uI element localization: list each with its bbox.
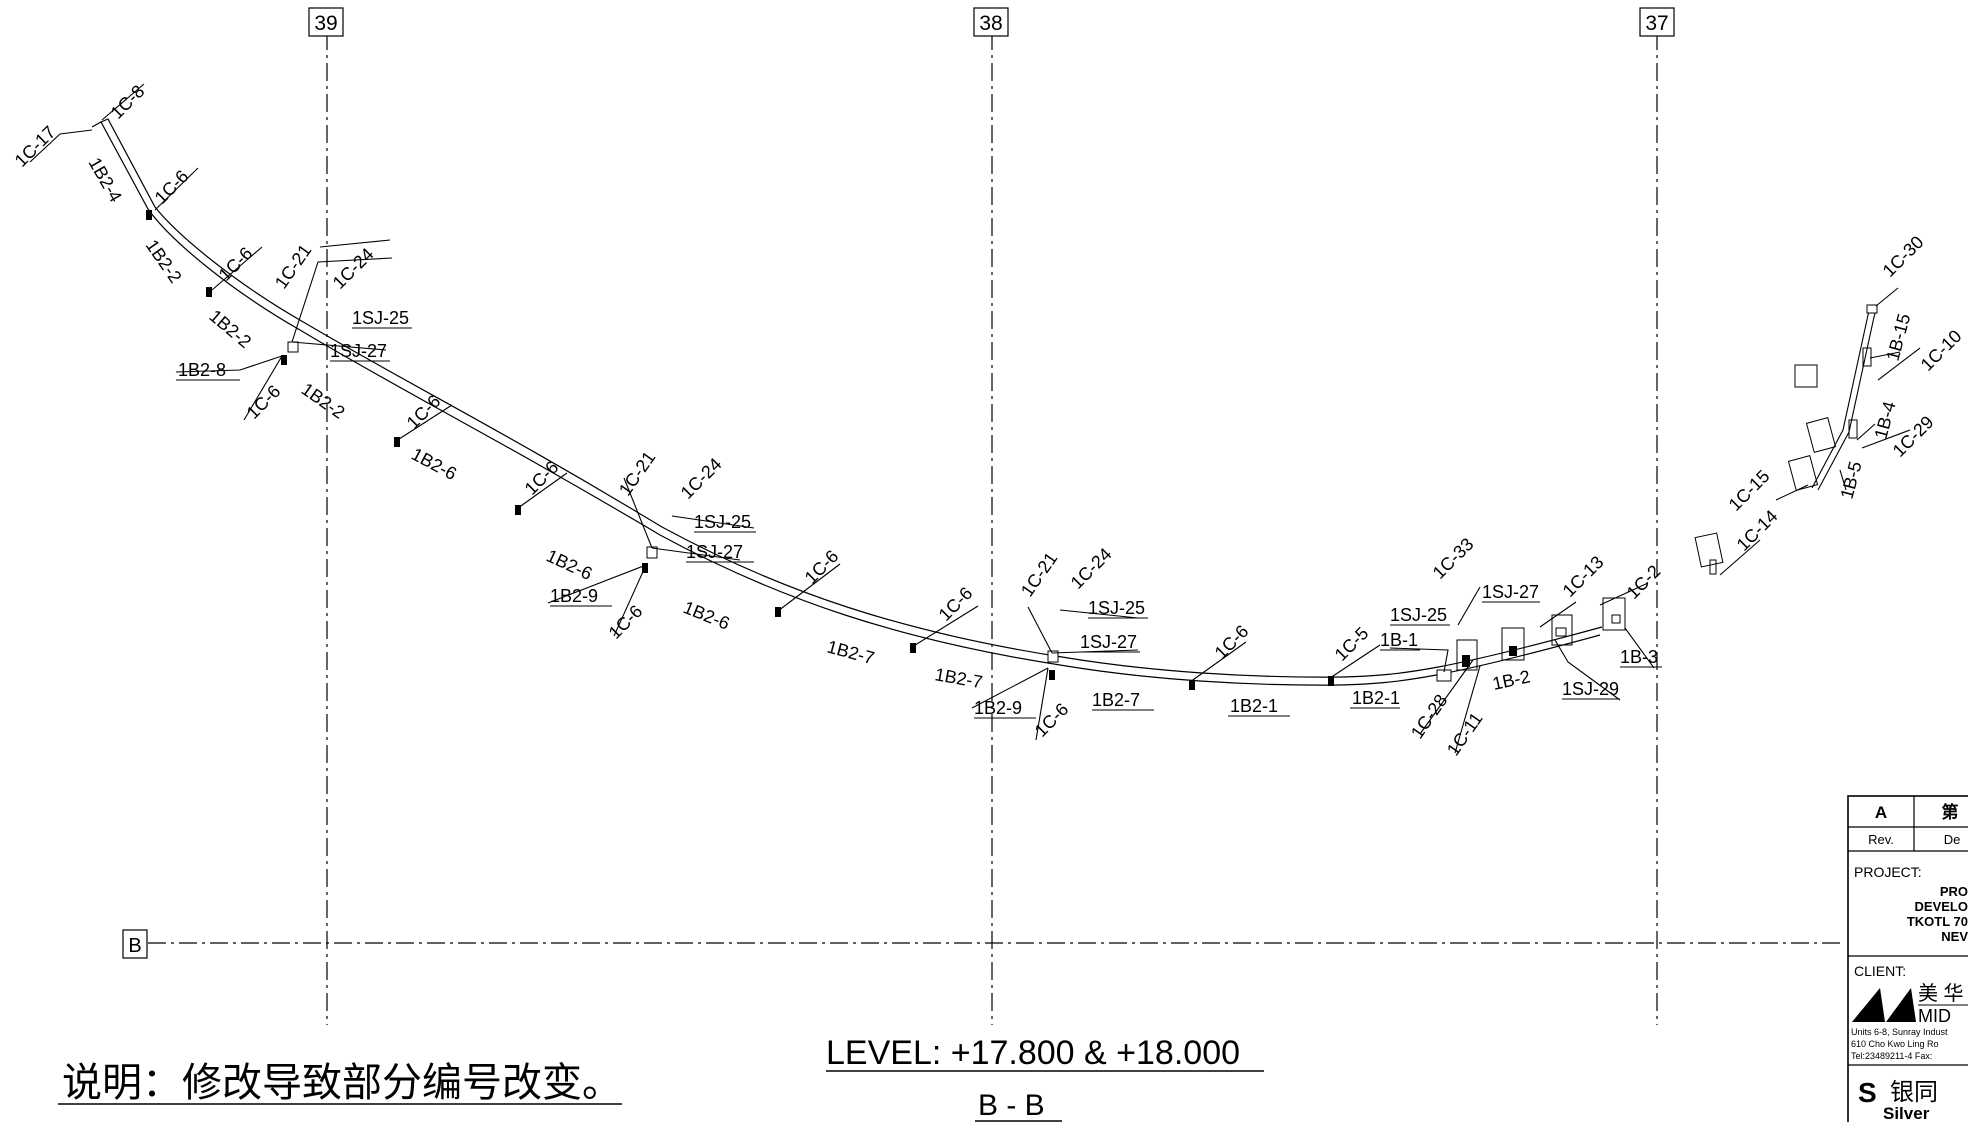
end-brackets bbox=[1456, 304, 1878, 671]
label-1b2-6-a: 1B2-6 bbox=[408, 444, 460, 484]
label-1c-11: 1C-11 bbox=[1443, 709, 1487, 760]
label-1c-24-a: 1C-24 bbox=[329, 244, 378, 293]
label-1c-30: 1C-30 bbox=[1879, 232, 1928, 281]
label-1c-2: 1C-2 bbox=[1623, 561, 1665, 603]
label-1b2-1-b: 1B2-1 bbox=[1352, 688, 1400, 708]
client-name-cn: 美 华 bbox=[1918, 982, 1964, 1005]
label-underlines bbox=[176, 327, 1662, 719]
company-logo-icon: S bbox=[1858, 1077, 1877, 1108]
label-1b2-9-a: 1B2-9 bbox=[550, 586, 598, 606]
label-1sj-27-a: 1SJ-27 bbox=[330, 341, 387, 361]
desc-label: De bbox=[1944, 832, 1961, 847]
svg-text:39: 39 bbox=[314, 12, 337, 35]
grid-marker-b: B bbox=[122, 929, 148, 959]
label-1sj-27-b: 1SJ-27 bbox=[686, 542, 743, 562]
label-1c-13: 1C-13 bbox=[1559, 552, 1608, 601]
level-text: LEVEL: +17.800 & +18.000 bbox=[826, 1034, 1240, 1072]
client-address-2: 610 Cho Kwo Ling Ro bbox=[1851, 1039, 1939, 1049]
label-1b-5: 1B-5 bbox=[1837, 459, 1866, 501]
label-1c-6-a: 1C-6 bbox=[151, 166, 193, 208]
label-1b2-7-a: 1B2-7 bbox=[825, 637, 877, 669]
label-1b2-2-b: 1B2-2 bbox=[205, 306, 255, 352]
client-address-1: Units 6-8, Sunray Indust bbox=[1851, 1027, 1948, 1037]
svg-text:B: B bbox=[128, 935, 141, 957]
project-line-2: DEVELO bbox=[1915, 899, 1968, 914]
label-1b2-6-c: 1B2-6 bbox=[681, 597, 733, 634]
label-1sj-25-c: 1SJ-25 bbox=[1088, 598, 1145, 618]
label-1c-21-a: 1C-21 bbox=[271, 241, 316, 293]
svg-text:37: 37 bbox=[1645, 12, 1668, 35]
label-1c-5: 1C-5 bbox=[1331, 623, 1373, 665]
rev-value: A bbox=[1875, 803, 1887, 822]
label-1c-6-j: 1C-6 bbox=[1211, 621, 1253, 663]
label-1c-8: 1C-8 bbox=[107, 81, 149, 123]
label-1c-33: 1C-33 bbox=[1429, 534, 1478, 583]
label-1b-4: 1B-4 bbox=[1871, 399, 1900, 441]
project-label: PROJECT: bbox=[1854, 864, 1922, 880]
label-1c-24-b: 1C-24 bbox=[677, 454, 726, 503]
company-name-en: Silver bbox=[1883, 1104, 1930, 1122]
label-1b2-9-b: 1B2-9 bbox=[974, 698, 1022, 718]
rev-desc: 第 bbox=[1942, 802, 1959, 822]
label-1b2-8: 1B2-8 bbox=[178, 360, 226, 380]
label-1c-17: 1C-17 bbox=[11, 122, 60, 171]
label-1c-6-h: 1C-6 bbox=[935, 583, 977, 625]
label-1b-1: 1B-1 bbox=[1380, 630, 1418, 650]
label-1c-24-c: 1C-24 bbox=[1067, 544, 1116, 593]
grid-marker-38: 38 bbox=[973, 7, 1009, 37]
label-1c-28: 1C-28 bbox=[1407, 691, 1452, 743]
label-1b2-2-c: 1B2-2 bbox=[298, 379, 349, 423]
grid-marker-37: 37 bbox=[1639, 7, 1675, 37]
label-1c-6-e: 1C-6 bbox=[521, 457, 563, 499]
project-line-4: NEV bbox=[1941, 929, 1968, 944]
label-1c-6-f: 1C-6 bbox=[605, 601, 647, 643]
label-1sj-27-c: 1SJ-27 bbox=[1080, 632, 1137, 652]
rev-label: Rev. bbox=[1868, 832, 1894, 847]
label-1b-3: 1B-3 bbox=[1620, 647, 1658, 667]
client-label: CLIENT: bbox=[1854, 963, 1906, 979]
label-1b2-7-b: 1B2-7 bbox=[933, 664, 984, 692]
project-line-3: TKOTL 70 bbox=[1907, 914, 1968, 929]
label-1c-6-c: 1C-6 bbox=[243, 381, 285, 423]
label-1sj-25-b: 1SJ-25 bbox=[694, 512, 751, 532]
project-line-1: PRO bbox=[1940, 884, 1968, 899]
label-1b2-6-b: 1B2-6 bbox=[543, 545, 595, 583]
grid-marker-39: 39 bbox=[308, 7, 344, 37]
label-1c-29: 1C-29 bbox=[1889, 412, 1938, 461]
label-1sj-29: 1SJ-29 bbox=[1562, 679, 1619, 699]
revision-note: 说明：修改导致部分编号改变。 bbox=[62, 1061, 622, 1105]
label-1c-10: 1C-10 bbox=[1917, 326, 1966, 375]
svg-text:38: 38 bbox=[979, 12, 1002, 35]
label-1b2-1-a: 1B2-1 bbox=[1230, 696, 1278, 716]
title-block: A 第 Rev. De PROJECT: PRO DEVELO TKOTL 70… bbox=[1847, 795, 1968, 1122]
label-1sj-25-d: 1SJ-25 bbox=[1390, 605, 1447, 625]
label-1b2-4: 1B2-4 bbox=[85, 154, 126, 206]
label-1b-2: 1B-2 bbox=[1491, 666, 1532, 693]
grid-lines bbox=[148, 32, 1845, 1025]
label-1sj-25-a: 1SJ-25 bbox=[352, 308, 409, 328]
client-address-3: Tel:23489211-4 Fax: bbox=[1851, 1051, 1932, 1061]
curved-beam bbox=[91, 118, 1603, 690]
label-1b2-7-c: 1B2-7 bbox=[1092, 690, 1140, 710]
label-1c-21-b: 1C-21 bbox=[615, 448, 660, 500]
label-1sj-27-d: 1SJ-27 bbox=[1482, 582, 1539, 602]
client-logo-icon bbox=[1852, 988, 1916, 1022]
label-1c-21-c: 1C-21 bbox=[1017, 549, 1062, 601]
section-title: B - B bbox=[978, 1089, 1045, 1122]
company-name-cn: 银同 bbox=[1890, 1079, 1938, 1106]
client-name-en: MID bbox=[1918, 1006, 1951, 1026]
member-labels: 1C-8 1C-17 1B2-4 1C-6 1B2-2 1C-6 1C-21 1… bbox=[11, 81, 1966, 759]
label-1c-6-d: 1C-6 bbox=[403, 391, 445, 433]
